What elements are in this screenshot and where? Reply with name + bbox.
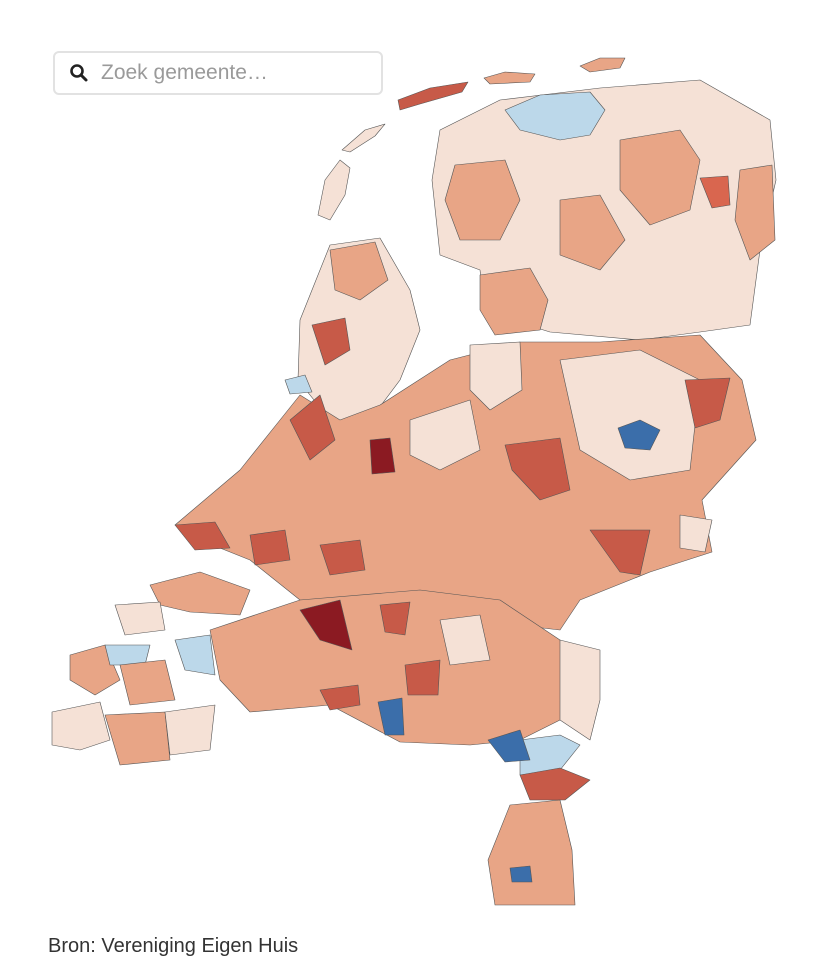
region xyxy=(174,634,216,676)
region xyxy=(479,267,549,336)
region xyxy=(209,589,576,746)
region xyxy=(589,529,651,576)
region xyxy=(249,529,291,566)
region xyxy=(559,349,701,481)
region xyxy=(699,175,731,209)
region xyxy=(319,539,366,576)
region xyxy=(379,601,411,636)
region xyxy=(504,91,606,141)
region xyxy=(684,377,731,429)
island xyxy=(341,123,386,153)
region xyxy=(51,701,111,751)
region xyxy=(679,514,713,553)
island xyxy=(317,159,351,221)
region xyxy=(559,639,601,741)
region xyxy=(509,865,533,883)
island xyxy=(397,81,469,111)
search-box[interactable]: Zoek gemeente… xyxy=(53,51,383,95)
region xyxy=(409,399,481,471)
region xyxy=(149,571,251,616)
region xyxy=(284,374,313,395)
region xyxy=(487,799,576,906)
region xyxy=(619,129,701,226)
region xyxy=(114,601,166,636)
region xyxy=(404,659,441,696)
region xyxy=(519,734,581,776)
search-icon xyxy=(70,64,88,82)
island xyxy=(483,71,536,85)
region xyxy=(311,317,351,366)
region xyxy=(444,159,521,241)
island xyxy=(579,57,626,73)
region xyxy=(104,711,171,766)
region xyxy=(299,599,353,651)
region xyxy=(319,684,361,711)
region xyxy=(734,164,776,261)
region xyxy=(439,614,491,666)
region xyxy=(329,241,389,301)
search-placeholder: Zoek gemeente… xyxy=(101,61,268,84)
region xyxy=(469,341,523,411)
region xyxy=(519,767,591,801)
region xyxy=(174,521,231,551)
region xyxy=(104,644,151,666)
region xyxy=(377,697,405,736)
source-note: Bron: Vereniging Eigen Huis xyxy=(48,935,299,957)
region xyxy=(119,659,176,706)
region xyxy=(69,644,121,696)
region xyxy=(559,194,626,271)
region xyxy=(289,394,336,461)
region xyxy=(617,419,661,451)
region xyxy=(487,729,531,763)
region xyxy=(164,704,216,756)
region xyxy=(369,437,396,475)
region xyxy=(504,437,571,501)
